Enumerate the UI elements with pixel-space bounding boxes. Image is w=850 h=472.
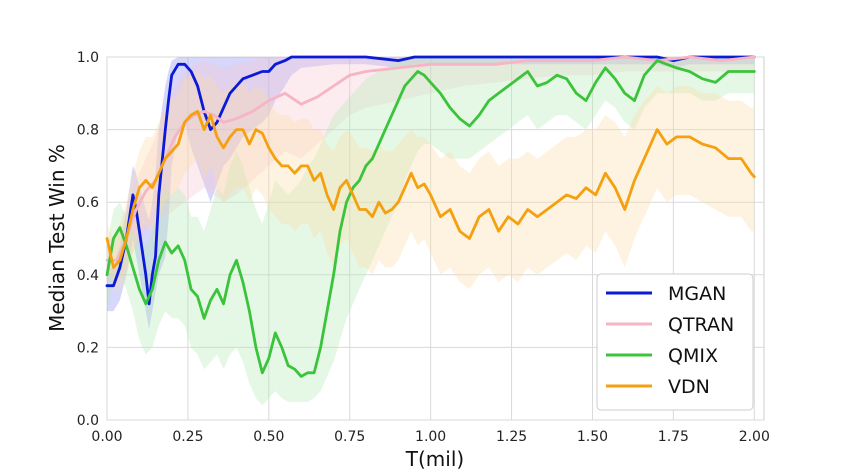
x-tick-label: 1.00 <box>415 429 446 445</box>
y-tick-label: 0.4 <box>77 268 99 284</box>
y-tick-label: 1.0 <box>77 50 99 66</box>
x-tick-label: 0.00 <box>91 429 122 445</box>
legend: MGAN QTRAN QMIX VDN <box>596 273 754 411</box>
legend-label-qmix: QMIX <box>668 345 718 367</box>
x-tick-labels: 0.00 0.25 0.50 0.75 1.00 1.25 1.50 1.75 2.00 <box>91 429 769 445</box>
x-tick-label: 1.75 <box>658 429 689 445</box>
vdn-band <box>107 71 755 290</box>
x-tick-label: 0.50 <box>253 429 284 445</box>
x-axis-label: T(mil) <box>405 447 464 471</box>
y-tick-label: 0.0 <box>77 413 99 429</box>
y-axis-label: Median Test Win % <box>45 144 69 332</box>
legend-label-qtran: QTRAN <box>668 314 734 336</box>
y-tick-label: 0.8 <box>77 123 99 139</box>
legend-label-vdn: VDN <box>668 376 710 398</box>
legend-box <box>596 273 754 411</box>
y-tick-label: 0.2 <box>77 340 99 356</box>
vdn-line <box>105 110 756 269</box>
y-tick-label: 0.6 <box>77 195 99 211</box>
x-tick-label: 1.50 <box>577 429 608 445</box>
grid-lines <box>106 56 764 421</box>
y-tick-labels: 0.0 0.2 0.4 0.6 0.8 1.0 <box>77 50 99 429</box>
x-tick-label: 2.00 <box>739 429 770 445</box>
x-tick-label: 0.25 <box>172 429 203 445</box>
mgan-line <box>105 55 756 306</box>
x-tick-label: 0.75 <box>334 429 365 445</box>
qtran-band <box>107 57 755 283</box>
qmix-band <box>107 57 755 406</box>
qmix-line <box>105 59 756 378</box>
x-tick-label: 1.25 <box>496 429 527 445</box>
series-lines <box>105 55 756 378</box>
legend-label-mgan: MGAN <box>668 283 726 305</box>
